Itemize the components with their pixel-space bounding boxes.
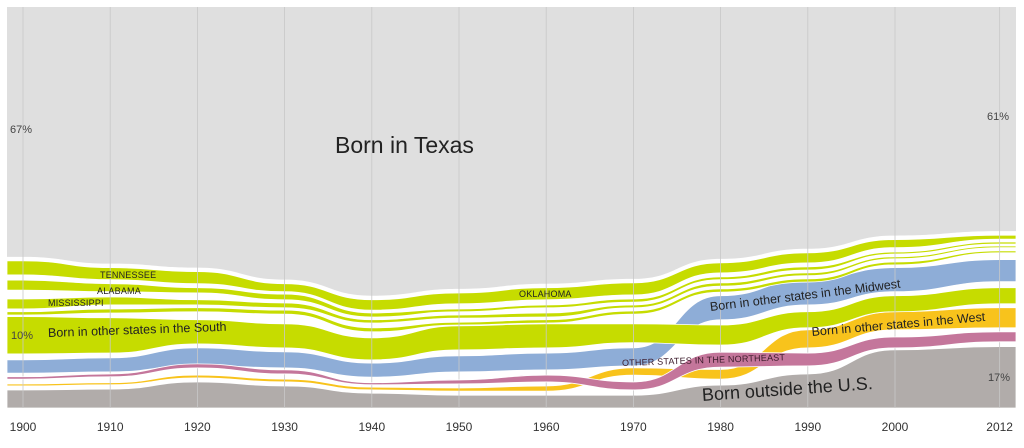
x-tick-label: 2000	[881, 420, 909, 434]
x-tick-label: 1970	[620, 420, 647, 434]
band-born-outside-the-u-s-	[6, 346, 1017, 409]
band-born-in-other-states-in-the-midwest	[6, 259, 1017, 378]
x-tick-label: 1920	[184, 420, 211, 434]
label-born-in-texas: Born in Texas	[335, 132, 474, 158]
x-tick-label: 1930	[271, 420, 298, 434]
bands	[6, 7, 1017, 409]
x-tick-label: 1980	[707, 420, 734, 434]
x-tick-label: 1940	[358, 420, 386, 434]
label-texas-2012-pct: 61%	[987, 111, 1010, 123]
label-texas-1900-pct: 67%	[10, 124, 33, 136]
x-tick-label: 1950	[445, 420, 473, 434]
band-green-5	[6, 250, 1017, 333]
label-alabama: ALABAMA	[97, 286, 141, 296]
label-foreign-2012-pct: 17%	[988, 372, 1011, 384]
x-tick-label: 1960	[532, 420, 560, 434]
label-tennessee: TENNESSEE	[100, 270, 157, 280]
label-oklahoma: OKLAHOMA	[519, 289, 572, 299]
label-south-1900-pct: 10%	[11, 330, 34, 342]
x-tick-label: 2012	[986, 420, 1013, 434]
band-born-in-other-states-in-the-west	[6, 307, 1017, 392]
band-green-6	[6, 245, 1017, 324]
gridlines	[22, 7, 1001, 408]
band-other-states-in-the-northeast	[6, 331, 1017, 391]
band-born-in-texas	[7, 7, 1016, 296]
band-green-8	[6, 234, 1017, 311]
band-born-in-other-states-in-the-south	[6, 287, 1017, 361]
label-mississippi: MISSISSIPPI	[48, 298, 104, 308]
x-tick-label: 1900	[9, 420, 37, 434]
x-tick-label: 1910	[96, 420, 124, 434]
band-green-7	[6, 241, 1017, 318]
x-tick-label: 1990	[794, 420, 822, 434]
